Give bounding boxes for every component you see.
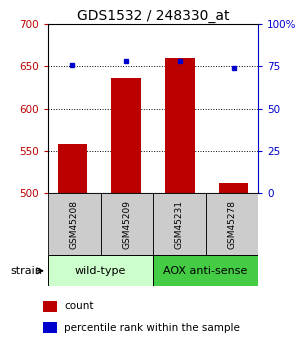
Text: GSM45278: GSM45278 <box>227 200 236 249</box>
Bar <box>219 183 248 193</box>
Bar <box>206 193 258 255</box>
Bar <box>58 144 87 193</box>
Text: percentile rank within the sample: percentile rank within the sample <box>64 323 240 333</box>
Title: GDS1532 / 248330_at: GDS1532 / 248330_at <box>77 9 229 23</box>
Text: AOX anti-sense: AOX anti-sense <box>163 266 248 276</box>
Bar <box>153 193 206 255</box>
Bar <box>43 322 56 333</box>
Bar <box>48 193 100 255</box>
Bar <box>153 255 258 286</box>
Text: strain: strain <box>11 266 43 276</box>
Text: wild-type: wild-type <box>75 266 126 276</box>
Text: GSM45231: GSM45231 <box>175 200 184 249</box>
Bar <box>48 255 153 286</box>
Bar <box>43 301 56 312</box>
Text: count: count <box>64 301 94 311</box>
Text: GSM45208: GSM45208 <box>70 200 79 249</box>
Bar <box>100 193 153 255</box>
Bar <box>111 78 141 193</box>
Text: GSM45209: GSM45209 <box>122 200 131 249</box>
Bar <box>165 58 195 193</box>
